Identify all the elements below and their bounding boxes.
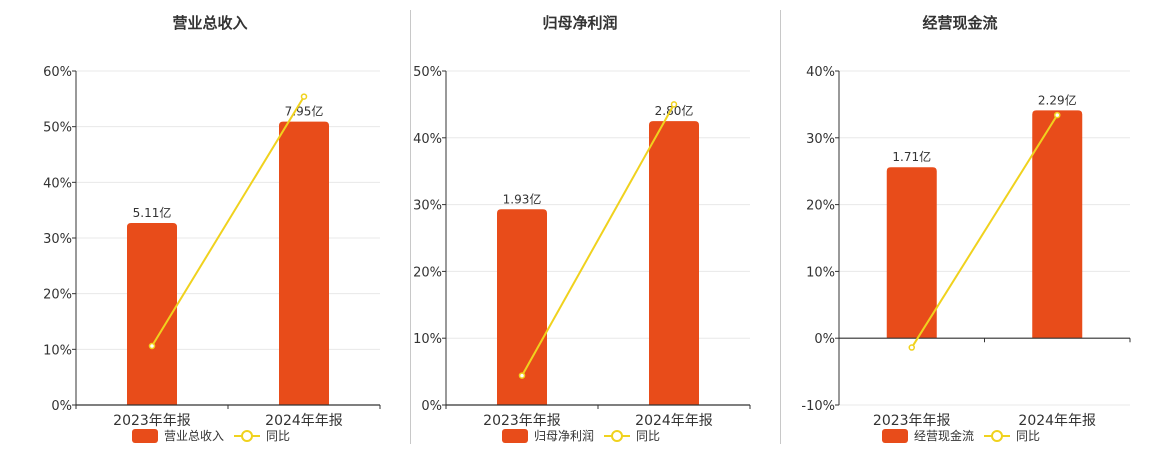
chart-title: 营业总收入 (172, 14, 247, 32)
y-tick-label: 60% (43, 65, 72, 80)
y-tick-label: 40% (43, 176, 72, 191)
yoy-point (1054, 111, 1061, 119)
y-tick-label: 30% (43, 232, 72, 247)
y-tick-label: 50% (413, 65, 442, 80)
legend-swatch-marker (611, 430, 623, 442)
y-tick-label: 0% (421, 399, 442, 414)
yoy-point (908, 344, 915, 351)
bar (1032, 110, 1083, 339)
y-tick-label: 20% (806, 199, 835, 214)
yoy-line (151, 96, 305, 347)
y-tick-label: 40% (806, 65, 835, 80)
chart-cash-flow: 经营现金流 -10% 0% 10% 20% 30% 40% 1.71亿 2.29亿 2023年年报… (801, 14, 1131, 443)
legend-swatch-marker (991, 430, 1003, 442)
legend-label-bar: 营业总收入 (164, 429, 224, 443)
chart-panel-net-profit: 归母净利润 0% 10% 20% 30% 40% 50% 1.93亿 2.80亿 2023年年报 2… (410, 0, 780, 450)
x-category-label: 2023年年报 (483, 413, 561, 429)
bar (497, 209, 547, 405)
chart-panel-revenue: 营业总收入 0% 10% 20% 30% 40% 50% 60% 5.11亿 7.95亿 2023年… (0, 0, 410, 450)
legend-label-line: 同比 (266, 429, 290, 443)
bar (127, 222, 177, 405)
legend-swatch-bar (502, 429, 528, 443)
y-tick-label: 30% (413, 199, 442, 214)
y-tick-label: 30% (806, 132, 835, 147)
x-category-label: 2023年年报 (873, 413, 951, 429)
legend-swatch-bar (882, 429, 908, 443)
y-tick-label: 10% (43, 343, 72, 358)
legend-label-bar: 经营现金流 (914, 428, 974, 443)
bar-data-label: 1.71亿 (892, 149, 931, 164)
panel-divider (410, 10, 411, 444)
yoy-line (910, 114, 1059, 349)
legend-label-bar: 归母净利润 (534, 429, 594, 443)
y-tick-label: 0% (51, 399, 72, 414)
panel-divider (780, 10, 781, 444)
y-tick-label: 0% (814, 332, 835, 347)
yoy-point (148, 342, 156, 350)
yoy-point (670, 101, 678, 108)
y-tick-label: 20% (413, 265, 442, 280)
chart-panel-cash-flow: 经营现金流 -10% 0% 10% 20% 30% 40% 1.71亿 2.29亿 2023年年报… (780, 0, 1160, 450)
yoy-line (521, 103, 675, 377)
legend-label-line: 同比 (1016, 429, 1040, 443)
chart-revenue: 营业总收入 0% 10% 20% 30% 40% 50% 60% 5.11亿 7.95亿 2023年… (43, 14, 381, 443)
yoy-point (300, 93, 308, 100)
y-tick-label: 50% (43, 121, 72, 136)
chart-title: 经营现金流 (922, 14, 997, 32)
bar-data-label: 2.29亿 (1038, 92, 1077, 107)
chart-net-profit: 归母净利润 0% 10% 20% 30% 40% 50% 1.93亿 2.80亿 2023年年报 2… (413, 14, 751, 443)
bar-data-label: 5.11亿 (133, 205, 172, 220)
yoy-point (518, 372, 526, 379)
bar-data-label: 7.95亿 (285, 104, 324, 119)
x-category-label: 2024年年报 (265, 413, 343, 429)
y-tick-label: 40% (413, 132, 442, 147)
y-tick-label: 20% (43, 288, 72, 303)
x-category-label: 2023年年报 (113, 413, 191, 429)
bar-data-label: 2.80亿 (655, 103, 694, 118)
legend-label-line: 同比 (636, 429, 660, 443)
chart-title: 归母净利润 (542, 14, 617, 32)
y-tick-label: -10% (801, 399, 835, 414)
bar-data-label: 1.93亿 (503, 191, 542, 206)
x-category-label: 2024年年报 (1018, 413, 1096, 429)
legend-swatch-marker (241, 430, 253, 442)
bar (649, 121, 699, 405)
y-tick-label: 10% (413, 332, 442, 347)
bar (279, 121, 329, 405)
legend-swatch-bar (132, 429, 158, 443)
bar (886, 167, 937, 339)
y-tick-label: 10% (806, 265, 835, 280)
x-category-label: 2024年年报 (635, 413, 713, 429)
